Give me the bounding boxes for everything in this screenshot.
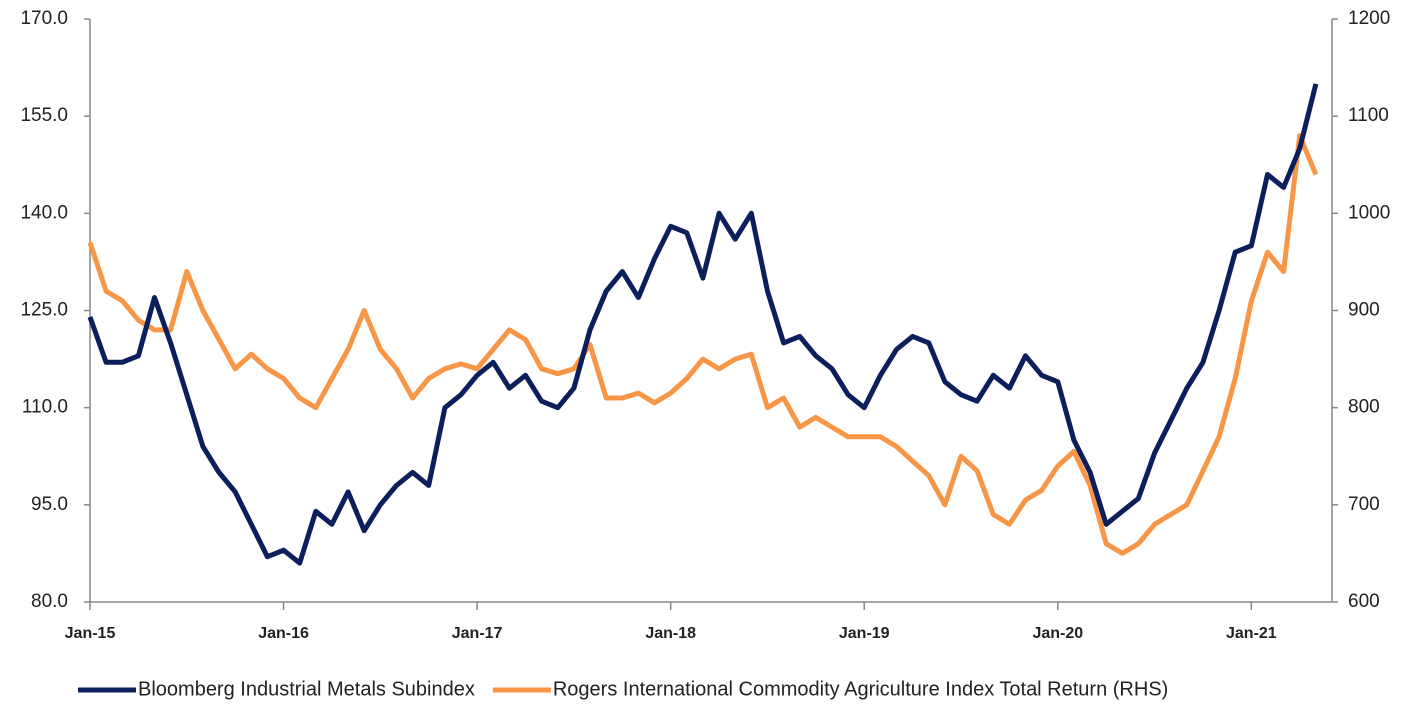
legend-label: Rogers International Commodity Agricultu… xyxy=(553,678,1168,700)
y2-tick-label: 600 xyxy=(1348,591,1380,612)
y-tick-label: 110.0 xyxy=(22,397,68,418)
y-tick-label: 140.0 xyxy=(20,202,68,223)
x-tick-label: Jan-18 xyxy=(645,625,696,642)
legend-label: Bloomberg Industrial Metals Subindex xyxy=(138,678,475,700)
y-tick-label: 155.0 xyxy=(20,105,68,126)
y2-tick-label: 900 xyxy=(1348,300,1380,321)
y2-tick-label: 1200 xyxy=(1348,8,1390,29)
line-series xyxy=(87,133,1319,556)
y2-tick-label: 1000 xyxy=(1348,202,1390,223)
y2-tick-label: 700 xyxy=(1348,494,1380,515)
y2-tick-label: 1100 xyxy=(1348,105,1389,126)
y2-tick-label: 800 xyxy=(1348,397,1380,418)
y-tick-label: 80.0 xyxy=(31,591,68,612)
x-tick-label: Jan-21 xyxy=(1226,625,1277,642)
y-tick-label: 95.0 xyxy=(31,494,68,515)
y-tick-label: 125.0 xyxy=(20,300,68,321)
x-tick-label: Jan-19 xyxy=(839,625,890,642)
x-tick-label: Jan-16 xyxy=(258,625,309,642)
line-series xyxy=(87,83,1319,566)
x-tick-label: Jan-17 xyxy=(452,625,503,642)
x-tick-label: Jan-15 xyxy=(65,625,116,642)
y-tick-label: 170.0 xyxy=(20,8,68,29)
x-tick-label: Jan-20 xyxy=(1032,625,1083,642)
